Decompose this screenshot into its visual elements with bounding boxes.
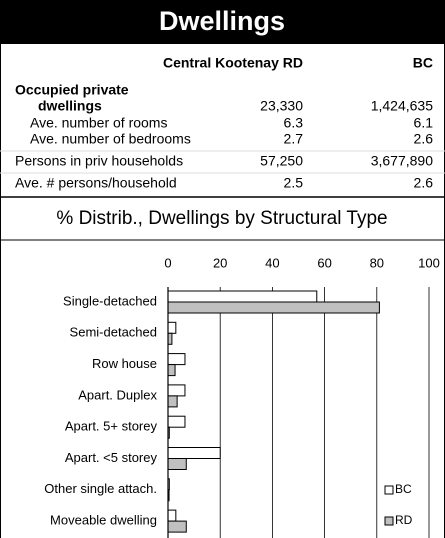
bar xyxy=(167,321,177,334)
y-tick-label: Other single attach. xyxy=(44,481,157,496)
cell: 2.6 xyxy=(414,175,434,191)
row-label: Ave. number of rooms xyxy=(30,115,167,131)
bar xyxy=(167,458,187,470)
chart-title: % Distrib., Dwellings by Structural Type xyxy=(56,208,387,229)
row-label: Occupied private xyxy=(15,82,129,98)
bar xyxy=(167,447,221,459)
bar xyxy=(167,520,187,533)
x-tick-label: 0 xyxy=(164,255,171,270)
cell: 6.1 xyxy=(414,115,434,131)
cell: 23,330 xyxy=(260,98,303,114)
y-tick-label: Single-detached xyxy=(63,293,157,308)
bar xyxy=(167,395,178,408)
x-tick-label: 80 xyxy=(370,255,384,270)
bar xyxy=(167,301,380,314)
row-label: dwellings xyxy=(38,98,102,114)
bar xyxy=(167,384,186,397)
y-tick-label: Apart. <5 storey xyxy=(65,450,158,465)
cell: 2.5 xyxy=(284,175,304,191)
y-tick-label: Semi-detached xyxy=(70,325,157,340)
legend-swatch xyxy=(384,516,394,526)
cell: 6.3 xyxy=(284,115,304,131)
y-tick-label: Apart. Duplex xyxy=(78,387,157,402)
bar xyxy=(167,353,186,366)
column-header: BC xyxy=(413,55,433,71)
row-label: Ave. number of bedrooms xyxy=(30,131,191,147)
x-tick-label: 60 xyxy=(317,255,331,270)
legend-swatch xyxy=(384,485,394,495)
row-label: Ave. # persons/household xyxy=(15,175,177,191)
legend-label: RD xyxy=(395,513,413,527)
page-title: Dwellings xyxy=(159,6,285,36)
title-band xyxy=(0,0,445,44)
y-tick-label: Apart. 5+ storey xyxy=(65,419,158,434)
x-tick-label: 40 xyxy=(265,255,279,270)
bar xyxy=(167,290,318,303)
legend-label: BC xyxy=(395,482,412,496)
cell: 2.7 xyxy=(284,131,304,147)
x-tick-label: 100 xyxy=(418,255,440,270)
y-tick-label: Moveable dwelling xyxy=(50,513,157,528)
cell: 1,424,635 xyxy=(371,98,433,114)
y-tick-label: Row house xyxy=(92,356,157,371)
cell: 3,677,890 xyxy=(371,153,433,169)
cell: 2.6 xyxy=(414,131,434,147)
cell: 57,250 xyxy=(260,153,303,169)
bar xyxy=(167,415,186,428)
bar xyxy=(167,364,176,377)
row-label: Persons in priv households xyxy=(15,153,183,169)
bar xyxy=(167,509,177,522)
column-header: Central Kootenay RD xyxy=(163,55,303,71)
x-tick-label: 20 xyxy=(213,255,227,270)
